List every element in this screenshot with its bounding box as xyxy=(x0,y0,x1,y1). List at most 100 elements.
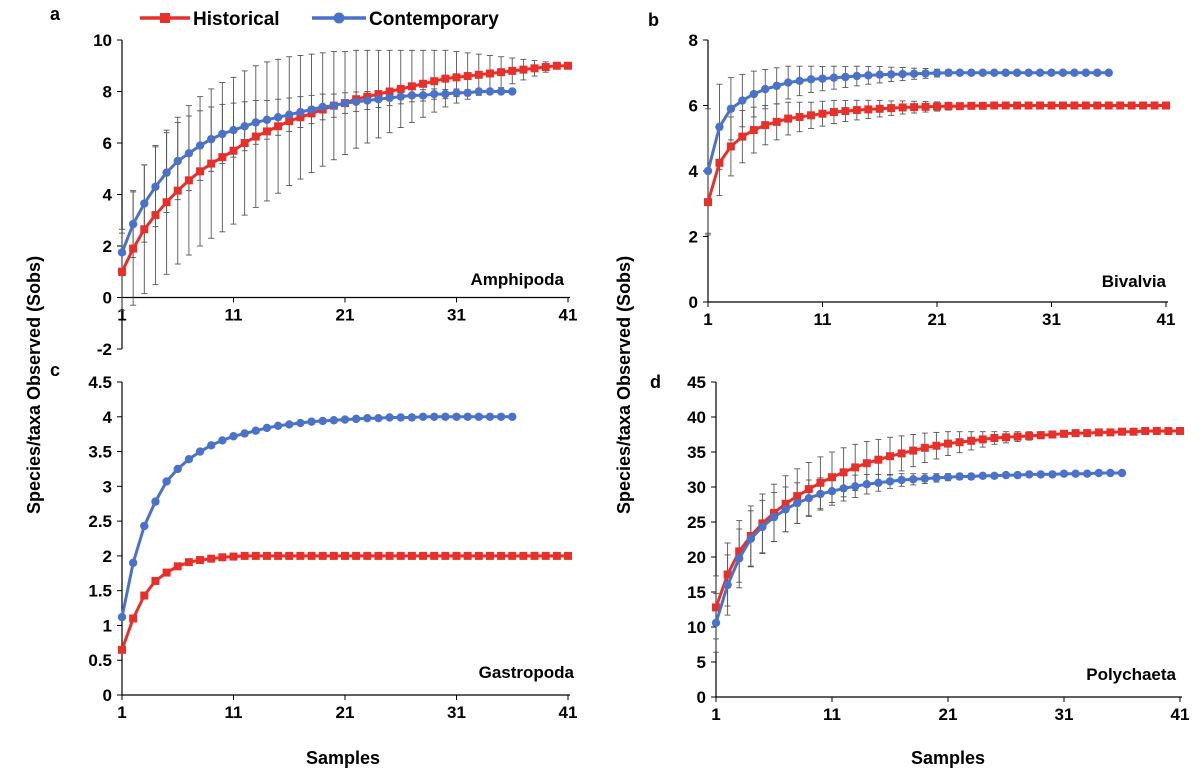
data-point-historical xyxy=(862,459,871,468)
data-point-contemporary xyxy=(117,248,127,257)
data-point-historical xyxy=(564,551,572,560)
data-point-historical xyxy=(173,186,182,195)
data-point-contemporary xyxy=(318,102,327,112)
data-point-contemporary xyxy=(218,129,227,139)
x-tick-label: 41 xyxy=(1171,705,1190,724)
data-point-contemporary xyxy=(909,69,919,78)
data-point-contemporary xyxy=(296,107,305,117)
data-point-historical xyxy=(251,132,260,141)
data-point-historical xyxy=(396,84,405,93)
data-point-historical xyxy=(274,551,283,560)
data-point-historical xyxy=(363,551,372,560)
data-point-contemporary xyxy=(875,70,884,79)
data-point-historical xyxy=(978,435,987,444)
data-point-contemporary xyxy=(351,97,361,107)
data-point-historical xyxy=(430,551,439,560)
data-point-historical xyxy=(151,576,160,585)
data-point-contemporary xyxy=(385,413,394,422)
data-point-historical xyxy=(816,478,825,487)
data-point-contemporary xyxy=(1058,68,1068,77)
data-point-contemporary xyxy=(441,89,450,99)
data-point-contemporary xyxy=(396,92,405,101)
data-point-historical xyxy=(151,211,160,220)
x-tick-label: 11 xyxy=(225,306,243,325)
data-point-historical xyxy=(407,551,416,560)
data-point-historical xyxy=(519,65,528,74)
data-point-contemporary xyxy=(1013,470,1022,480)
data-point-contemporary xyxy=(1059,469,1069,478)
data-point-contemporary xyxy=(485,87,495,96)
y-tick-label: 45 xyxy=(687,373,706,392)
data-point-historical xyxy=(1070,101,1079,110)
data-point-historical xyxy=(530,64,539,73)
y-tick-label: 3.5 xyxy=(88,443,112,462)
data-point-contemporary xyxy=(273,421,283,431)
data-point-contemporary xyxy=(1036,470,1046,479)
data-point-historical xyxy=(1081,101,1090,110)
data-point-contemporary xyxy=(806,75,816,84)
data-point-historical xyxy=(909,446,918,455)
data-point-historical xyxy=(1001,101,1010,110)
data-point-contemporary xyxy=(1001,470,1011,480)
data-point-contemporary xyxy=(1117,468,1127,478)
y-tick-label: 15 xyxy=(687,583,706,602)
data-point-contemporary xyxy=(452,412,461,421)
data-point-contemporary xyxy=(944,68,953,77)
data-point-historical xyxy=(229,552,238,561)
data-point-historical xyxy=(474,551,483,560)
data-point-historical xyxy=(1093,101,1102,110)
data-point-historical xyxy=(463,72,472,81)
data-point-contemporary xyxy=(932,473,941,483)
data-point-contemporary xyxy=(229,432,238,441)
data-point-contemporary xyxy=(1106,468,1115,478)
data-point-contemporary xyxy=(463,412,472,421)
data-point-historical xyxy=(129,244,138,253)
data-point-historical xyxy=(564,61,572,70)
data-point-contemporary xyxy=(496,412,506,421)
data-point-contemporary xyxy=(407,91,417,100)
data-point-historical xyxy=(474,70,483,79)
data-point-contemporary xyxy=(385,93,394,103)
data-point-historical xyxy=(864,105,873,114)
y-tick-label: -2 xyxy=(97,340,112,359)
legend-contemporary-label: Contemporary xyxy=(369,9,499,30)
x-tick-label: 31 xyxy=(1042,310,1061,329)
data-point-contemporary xyxy=(1081,68,1091,77)
data-point-contemporary xyxy=(827,487,837,496)
data-point-contemporary xyxy=(1093,68,1102,77)
data-point-historical xyxy=(1002,433,1010,442)
x-tick-label: 31 xyxy=(447,703,466,722)
data-point-historical xyxy=(497,68,506,77)
data-point-contemporary xyxy=(329,101,339,110)
taxon-label: Gastropoda xyxy=(479,663,575,682)
data-point-contemporary xyxy=(978,68,987,77)
data-point-historical xyxy=(1036,431,1045,440)
data-point-contemporary xyxy=(726,104,736,113)
data-point-contemporary xyxy=(374,95,383,104)
y-tick-label: 2 xyxy=(103,237,112,256)
data-point-contemporary xyxy=(1083,469,1092,478)
data-point-contemporary xyxy=(1001,68,1010,77)
data-point-historical xyxy=(1013,432,1022,441)
data-point-contemporary xyxy=(162,477,171,486)
data-point-historical xyxy=(173,562,182,571)
data-point-contemporary xyxy=(761,84,770,94)
data-point-historical xyxy=(162,198,171,207)
data-point-historical xyxy=(772,117,781,126)
y-tick-label: 40 xyxy=(687,408,706,427)
data-point-contemporary xyxy=(874,478,883,487)
data-point-historical xyxy=(944,102,953,111)
y-tick-label: 10 xyxy=(93,31,112,50)
data-point-historical xyxy=(218,153,227,162)
y-tick-label: 5 xyxy=(697,653,706,672)
x-tick-label: 21 xyxy=(336,306,355,325)
legend-contemporary-marker xyxy=(333,12,345,24)
taxon-label: Polychaeta xyxy=(1086,665,1176,684)
data-point-contemporary xyxy=(793,498,802,508)
y-tick-label: 1 xyxy=(103,616,112,635)
data-point-historical xyxy=(452,73,461,82)
y-tick-label: 25 xyxy=(687,513,706,532)
